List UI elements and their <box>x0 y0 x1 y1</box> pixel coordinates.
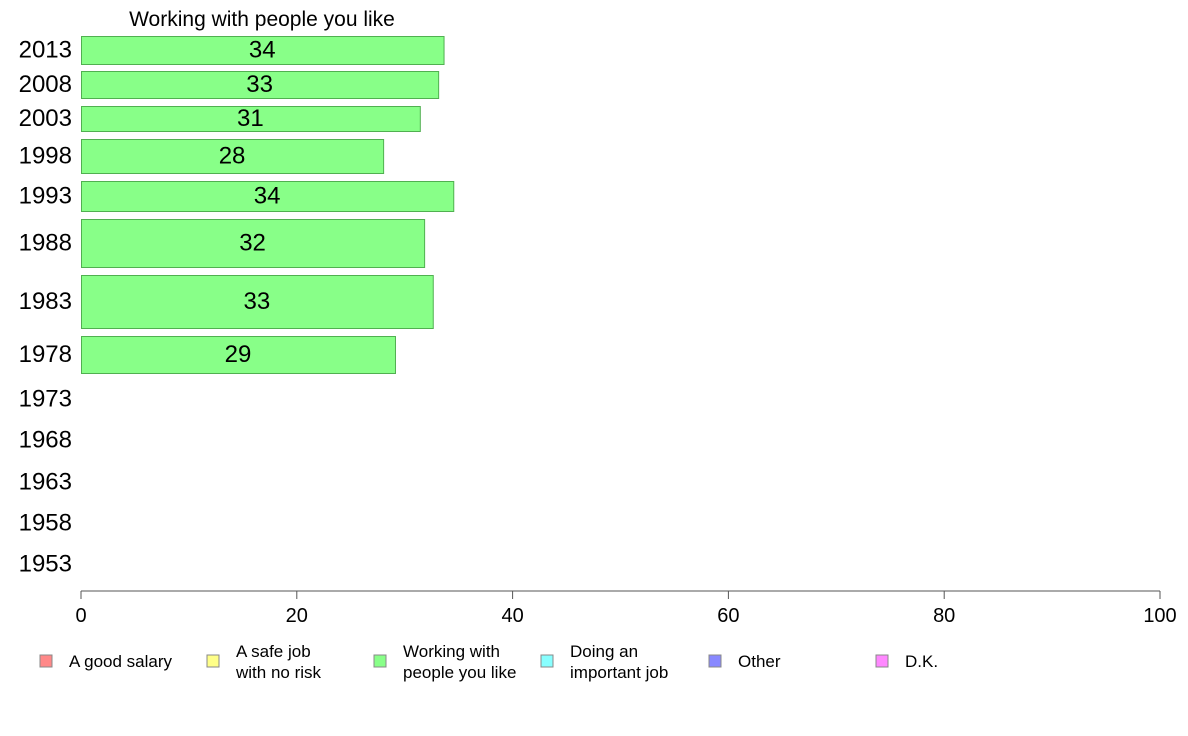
bar-1983 <box>81 275 434 329</box>
legend-item: A safe job with no risk <box>206 642 322 682</box>
x-axis: 0 20 40 60 80 100 <box>75 590 1177 627</box>
bar-data-label: 28 <box>219 143 246 170</box>
legend-label: Other <box>738 652 781 671</box>
legend: A good salary A safe job with no risk Worki… <box>39 642 938 682</box>
x-tick-label: 40 <box>501 605 523 627</box>
y-tick-label: 1988 <box>19 230 72 257</box>
bar-1988 <box>81 219 426 268</box>
legend-label: with no risk <box>235 663 322 682</box>
legend-item: Other <box>708 652 781 671</box>
legend-item: Working with people you like <box>373 642 516 682</box>
bar-data-label: 34 <box>249 37 276 64</box>
bar-data-label: 34 <box>254 183 281 210</box>
bar-2013 <box>81 36 445 65</box>
bar-data-label: 33 <box>246 71 273 98</box>
legend-label: A safe job <box>236 642 311 661</box>
bar-1978 <box>81 336 396 374</box>
bar-data-label: 33 <box>244 288 271 315</box>
x-tick-label: 80 <box>933 605 955 627</box>
labels-group: 2013 34 2008 33 2003 31 1998 28 1993 34 1988 32 1983… <box>19 37 281 578</box>
legend-label: D.K. <box>905 652 938 671</box>
y-tick-label: 1973 <box>19 386 72 413</box>
bar-2008 <box>81 71 440 99</box>
chart-title: Working with people you like <box>129 8 395 31</box>
y-tick-label: 2008 <box>19 71 72 98</box>
legend-label: Working with <box>403 642 500 661</box>
legend-item: Doing an important job <box>540 642 668 682</box>
bar-1993 <box>81 181 455 212</box>
legend-swatch <box>708 654 722 668</box>
bars-group <box>81 36 455 374</box>
y-tick-label: 1983 <box>19 288 72 315</box>
y-tick-label: 1978 <box>19 341 72 368</box>
y-tick-label: 2003 <box>19 105 72 132</box>
legend-swatch <box>540 654 554 668</box>
y-tick-label: 1963 <box>19 469 72 496</box>
x-tick-label: 0 <box>75 605 86 627</box>
y-tick-label: 2013 <box>19 37 72 64</box>
bar-data-label: 31 <box>237 105 264 132</box>
y-tick-label: 1968 <box>19 427 72 454</box>
legend-label: people you like <box>403 663 516 682</box>
legend-swatch <box>875 654 889 668</box>
y-tick-label: 1998 <box>19 143 72 170</box>
y-tick-label: 1993 <box>19 183 72 210</box>
bar-1998 <box>81 139 385 174</box>
legend-label: Doing an <box>570 642 638 661</box>
legend-swatch <box>39 654 53 668</box>
legend-item: D.K. <box>875 652 938 671</box>
legend-swatch <box>373 654 387 668</box>
x-tick-label: 20 <box>286 605 308 627</box>
legend-item: A good salary <box>39 652 173 671</box>
bar-2003 <box>81 106 421 132</box>
legend-label: important job <box>570 663 668 682</box>
legend-swatch <box>206 654 220 668</box>
bar-data-label: 32 <box>239 230 266 257</box>
y-tick-label: 1958 <box>19 510 72 537</box>
x-tick-label: 60 <box>717 605 739 627</box>
x-tick-label: 100 <box>1143 605 1176 627</box>
bar-data-label: 29 <box>225 341 252 368</box>
legend-label: A good salary <box>69 652 173 671</box>
y-tick-label: 1953 <box>19 551 72 578</box>
